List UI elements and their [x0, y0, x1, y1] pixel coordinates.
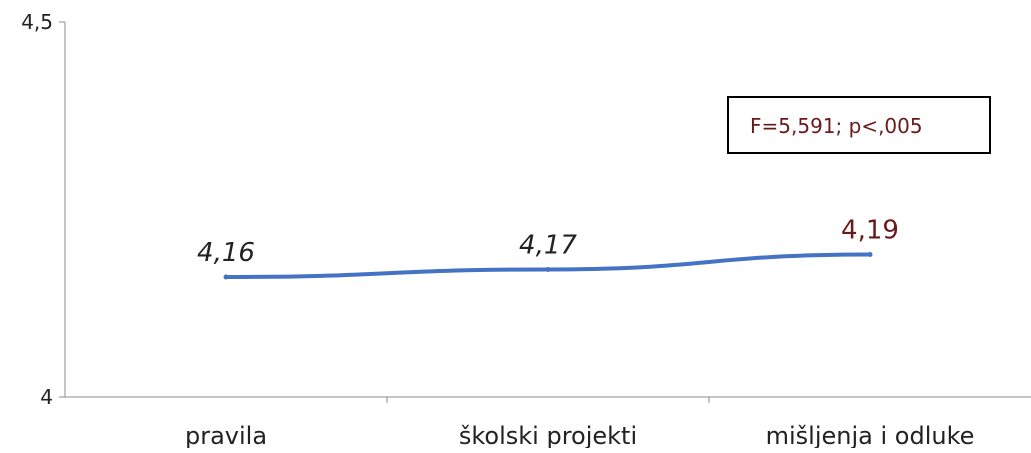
data-label: 4,16: [197, 238, 255, 268]
annotation-text: F=5,591; p<,005: [750, 114, 923, 138]
y-tick-label: 4,5: [21, 10, 53, 34]
data-point: [223, 274, 229, 280]
axis-ticks: 4 4,5 pravila školski projekti mišljenja i o…: [21, 10, 975, 450]
data-point: [545, 267, 551, 272]
annotation: F=5,591; p<,005: [727, 96, 991, 154]
data-point: [867, 252, 873, 257]
series-layer: [223, 252, 873, 280]
x-tick-label: školski projekti: [459, 422, 637, 448]
annotation-box: [727, 96, 991, 154]
y-tick-label: 4: [40, 385, 53, 409]
axes: [64, 22, 1031, 398]
data-label: 4,19: [841, 216, 899, 246]
data-label: 4,17: [519, 231, 577, 261]
data-labels: 4,16 4,17 4,19: [197, 216, 899, 269]
x-tick-label: mišljenja i odluke: [766, 422, 975, 448]
x-tick-label: pravila: [185, 422, 267, 448]
